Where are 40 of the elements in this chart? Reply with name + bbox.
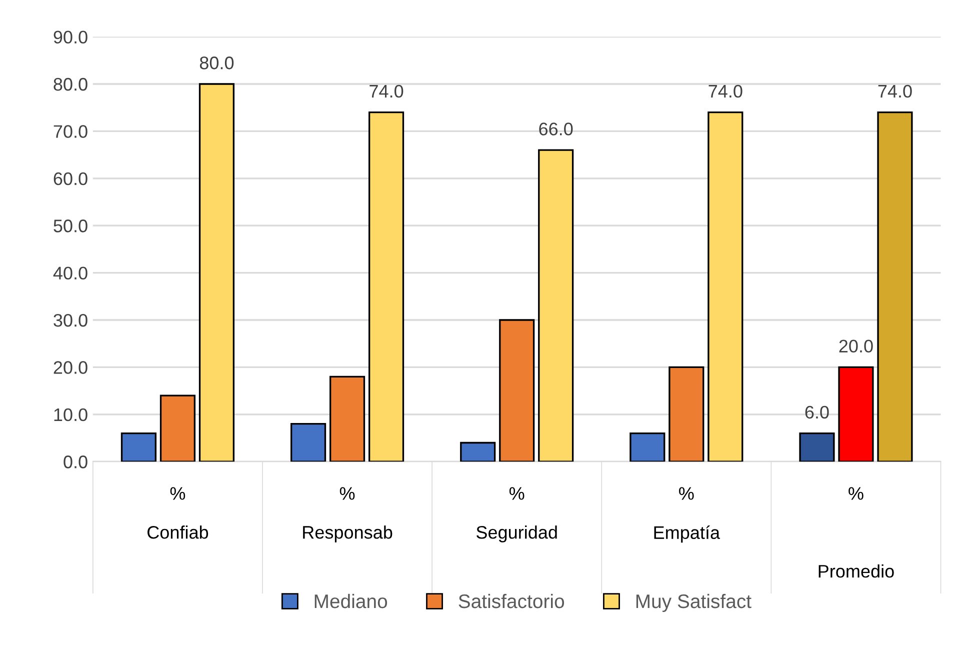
y-tick-label: 90.0	[54, 30, 88, 44]
y-tick-label: 0.0	[64, 456, 88, 468]
category-label: % Confiab	[148, 487, 208, 539]
bar	[668, 366, 704, 462]
y-tick-label: 60.0	[54, 172, 88, 186]
bar	[460, 442, 496, 462]
category-label: % Empatía	[654, 487, 720, 543]
data-label: 74.0	[878, 84, 912, 98]
legend-label: Satisfactorio	[458, 594, 564, 608]
bar	[877, 111, 913, 462]
y-tick-label: 10.0	[54, 408, 88, 422]
bar	[538, 149, 574, 462]
data-label: 20.0	[839, 340, 873, 353]
y-tick-label: 50.0	[54, 220, 88, 232]
bar	[799, 432, 835, 462]
data-label: 74.0	[708, 84, 742, 98]
bar	[499, 319, 535, 462]
category-label: % Responsab	[303, 487, 392, 542]
bar	[120, 432, 156, 462]
legend-label: Mediano	[314, 594, 388, 608]
legend-label: Muy Satisfact	[636, 594, 752, 612]
bar	[160, 394, 196, 462]
category-label: % Promedio	[818, 487, 894, 578]
data-label: 74.0	[370, 84, 404, 98]
bar	[198, 83, 234, 462]
y-tick-label: 80.0	[54, 78, 88, 91]
y-tick-label: 40.0	[53, 266, 88, 280]
data-label: 66.0	[539, 122, 573, 136]
bar	[630, 432, 666, 462]
bar	[290, 423, 326, 462]
y-tick-label: 30.0	[54, 314, 88, 327]
y-tick-label: 20.0	[54, 361, 88, 374]
y-tick-label: 70.0	[54, 125, 88, 138]
bar	[838, 366, 874, 462]
bar	[329, 376, 366, 462]
data-label: 6.0	[805, 406, 829, 419]
category-label: % Seguridad	[476, 487, 557, 542]
bar	[368, 111, 404, 462]
bar	[708, 111, 744, 462]
data-label: 80.0	[200, 56, 234, 70]
